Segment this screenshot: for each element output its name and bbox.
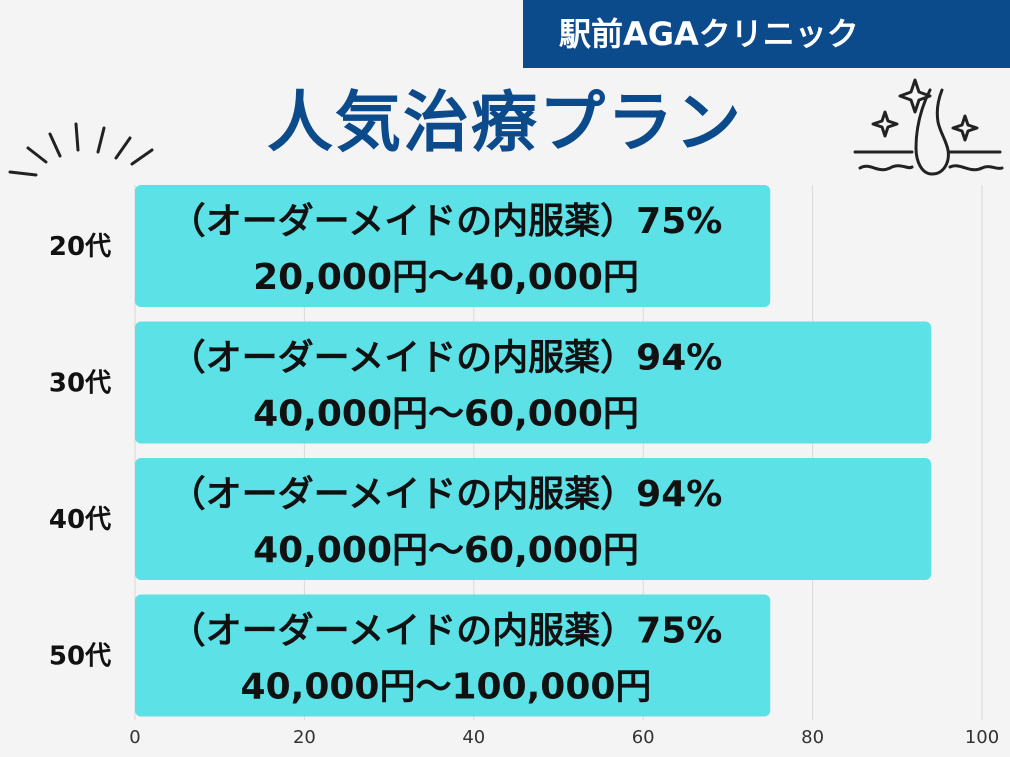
bar-label-price-3: 40,000円〜100,000円 xyxy=(241,667,652,708)
x-tick-label-20: 20 xyxy=(293,727,316,748)
x-tick-label-60: 60 xyxy=(632,727,655,748)
brand-name: 駅前AGAクリニック xyxy=(559,15,859,53)
sparkle-burst-icon xyxy=(8,122,154,177)
bar-label-plan-0: （オーダーメイドの内服薬）75% xyxy=(170,201,723,242)
page-title: 人気治療プラン xyxy=(267,84,743,161)
category-label-1: 30代 xyxy=(49,369,111,399)
bar-label-price-0: 20,000円〜40,000円 xyxy=(253,257,639,298)
x-tick-label-100: 100 xyxy=(965,727,999,748)
bar-1 xyxy=(135,321,932,444)
bar-0 xyxy=(135,185,771,307)
bar-label-price-1: 40,000円〜60,000円 xyxy=(253,394,639,435)
hair-follicle-sparkle-icon xyxy=(853,78,1004,176)
bar-3 xyxy=(135,594,771,717)
category-label-3: 50代 xyxy=(49,642,111,672)
brand-banner: 駅前AGAクリニック xyxy=(523,0,1010,68)
bar-label-price-2: 40,000円〜60,000円 xyxy=(253,530,639,571)
category-label-2: 40代 xyxy=(49,505,111,535)
x-tick-label-80: 80 xyxy=(801,727,824,748)
bar-label-plan-1: （オーダーメイドの内服薬）94% xyxy=(170,338,723,379)
bar-label-plan-3: （オーダーメイドの内服薬）75% xyxy=(170,611,723,652)
category-label-0: 20代 xyxy=(49,232,111,262)
bar-label-plan-2: （オーダーメイドの内服薬）94% xyxy=(170,474,723,515)
x-tick-label-40: 40 xyxy=(462,727,485,748)
x-tick-label-0: 0 xyxy=(129,727,140,748)
bar-2 xyxy=(135,458,932,580)
